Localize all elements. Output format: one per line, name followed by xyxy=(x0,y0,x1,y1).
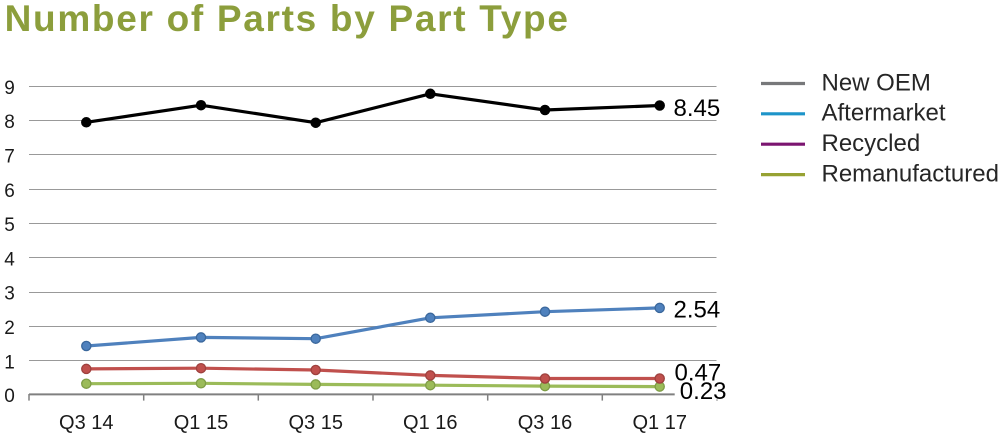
svg-text:9: 9 xyxy=(4,78,15,99)
svg-text:2: 2 xyxy=(4,318,15,339)
svg-text:Recycled: Recycled xyxy=(822,130,921,157)
svg-text:0.23: 0.23 xyxy=(680,378,727,405)
svg-text:New OEM: New OEM xyxy=(822,69,931,96)
svg-text:8: 8 xyxy=(4,112,15,133)
svg-text:Q1 15: Q1 15 xyxy=(174,412,228,434)
svg-text:Aftermarket: Aftermarket xyxy=(822,100,946,127)
svg-text:4: 4 xyxy=(4,249,15,270)
svg-text:2.54: 2.54 xyxy=(674,296,721,323)
svg-text:6: 6 xyxy=(4,181,15,202)
svg-text:Q1 16: Q1 16 xyxy=(403,412,457,434)
svg-text:Q3 14: Q3 14 xyxy=(59,412,113,434)
svg-text:Number of Parts by Part Type: Number of Parts by Part Type xyxy=(5,0,570,39)
svg-text:Q3 16: Q3 16 xyxy=(518,412,572,434)
svg-text:Q1 17: Q1 17 xyxy=(632,412,686,434)
svg-text:Remanufactured: Remanufactured xyxy=(822,160,999,187)
svg-text:3: 3 xyxy=(4,284,15,305)
svg-text:7: 7 xyxy=(4,147,15,168)
svg-text:8.45: 8.45 xyxy=(674,95,721,122)
svg-text:0: 0 xyxy=(4,386,15,407)
svg-text:Q3 15: Q3 15 xyxy=(288,412,342,434)
svg-text:1: 1 xyxy=(4,352,15,373)
svg-text:5: 5 xyxy=(4,215,15,236)
